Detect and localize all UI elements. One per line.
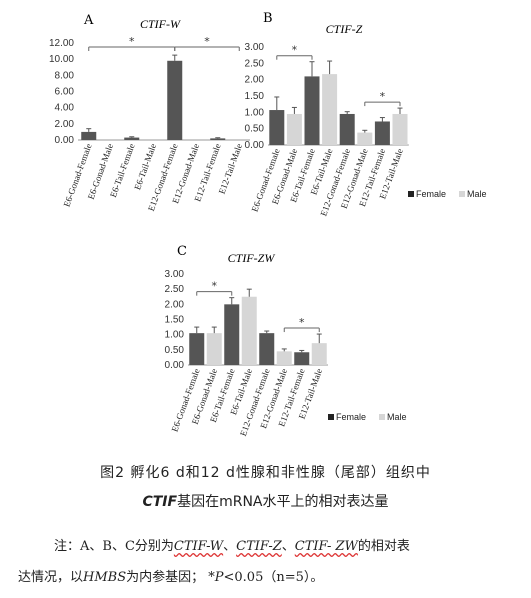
note-sep: 、 [223,539,237,554]
bar [241,296,257,365]
y-tick-label: 8.00 [55,70,75,81]
chart-title: CTIF-Z [326,22,363,36]
y-tick-label: 6.00 [55,87,75,98]
legend-swatch [408,191,414,197]
note-text: 达情况，以 [18,570,84,585]
note-sep: 、 [281,539,295,554]
y-tick-label: 1.00 [165,330,185,341]
bar [304,76,320,145]
legend-label: Male [467,189,487,199]
note-p-symbol: P [214,570,224,585]
significance-star: * [129,35,135,48]
y-tick-label: 0.00 [165,360,185,371]
chart-title: CTIF-ZW [228,251,276,265]
y-tick-label: 1.50 [165,315,185,326]
y-tick-label: 3.00 [245,42,265,53]
bar [269,110,285,145]
note-mid: 的相对表 [357,539,410,554]
y-tick-label: 10.00 [49,54,74,65]
figure-caption-line1: 图2 孵化6 d和12 d性腺和非性腺（尾部）组织中 [100,465,431,481]
significance-star: * [380,90,386,103]
y-tick-label: 1.00 [245,107,265,118]
note-prefix: 注：A、B、C分别为 [54,539,174,554]
caption-rest: 基因在mRNA水平上的相对表达量 [177,494,389,510]
significance-star: * [299,316,305,329]
y-tick-label: 3.00 [165,269,185,280]
legend-label: Female [416,189,446,199]
note-text: 为内参基因； * [126,570,215,585]
bar [294,352,310,365]
bar [339,113,355,145]
legend-label: Male [387,412,407,422]
legend-label: Female [336,412,366,422]
bar [286,113,302,145]
y-tick-label: 0.00 [55,135,75,146]
bar [311,343,327,365]
figure-note-line1: 注：A、B、C分别为CTIF-W、CTIF-Z、CTIF- ZW的相对表 [18,531,523,562]
y-tick-label: 1.50 [245,91,265,102]
figure-caption-line2: CTIF基因在mRNA水平上的相对表达量 [0,491,531,511]
bar [210,138,226,140]
bar [167,60,183,140]
y-tick-label: 0.00 [245,140,265,151]
caption-gene-name: CTIF [142,494,178,510]
significance-star: * [292,44,298,57]
panel-label: A [83,13,94,28]
y-tick-label: 2.00 [245,75,265,86]
note-reference-gene: HMBS [83,570,127,585]
bar [322,74,338,145]
y-tick-label: 2.00 [165,299,185,310]
y-tick-label: 2.50 [165,284,185,295]
bar [189,333,205,365]
bar [392,113,408,145]
chart-title: CTIF-W [140,17,181,31]
legend-swatch [459,191,465,197]
bar [224,304,240,365]
y-tick-label: 4.00 [55,103,75,114]
bar [374,121,390,145]
figure-note-line2: 达情况，以HMBS为内参基因； *P<0.05（n=5）。 [18,562,523,593]
significance-star: * [204,35,210,48]
note-text: <0.05（n=5）。 [223,570,324,585]
legend-swatch [328,414,334,420]
bar [81,131,97,140]
figure-panels: A CTIF-W0.002.004.006.008.0010.0012.00E6-… [49,11,487,437]
significance-star: * [212,280,218,293]
panel-label: C [177,244,187,259]
note-gene-z: CTIF-Z [236,539,282,554]
bar [276,351,292,365]
panel-label: B [263,11,273,26]
bar [206,333,222,365]
legend-swatch [379,414,385,420]
note-gene-zw: CTIF- ZW [294,539,358,554]
bar [259,333,275,365]
y-tick-label: 2.00 [55,119,75,130]
y-tick-label: 0.50 [245,124,265,135]
bar [124,137,140,140]
y-tick-label: 0.50 [165,345,185,356]
note-gene-w: CTIF-W [173,539,224,554]
y-tick-label: 2.50 [245,58,265,69]
bar [357,132,373,145]
y-tick-label: 12.00 [49,38,74,49]
